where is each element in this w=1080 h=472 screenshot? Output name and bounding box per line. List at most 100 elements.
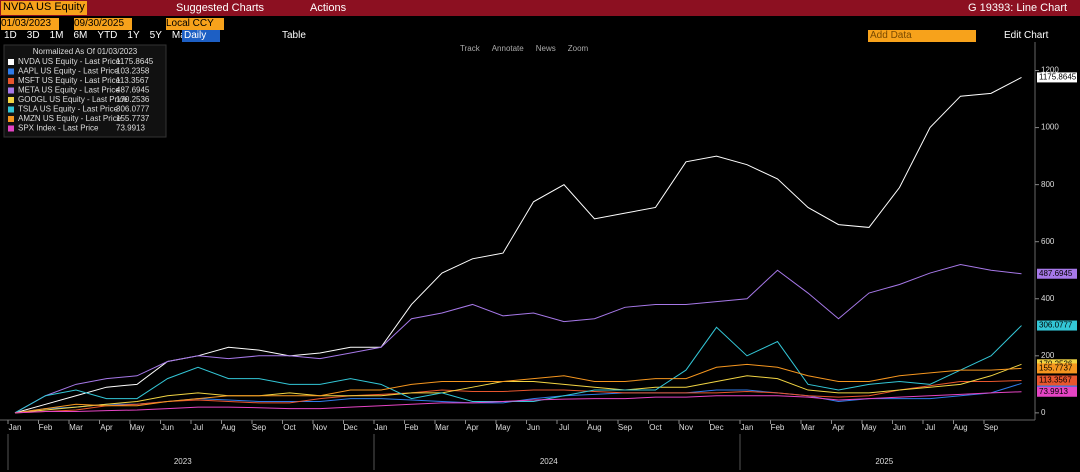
- value-flag-label: 487.6945: [1039, 269, 1073, 278]
- legend-title: Normalized As Of 01/03/2023: [33, 47, 138, 56]
- start-date[interactable]: 01/03/2023: [1, 18, 59, 30]
- x-tick-label: Feb: [771, 423, 785, 432]
- range-button[interactable]: 5Y: [149, 30, 162, 41]
- x-tick-label: May: [495, 423, 510, 432]
- x-tick-label: Jul: [193, 423, 203, 432]
- actions[interactable]: Actions: [310, 2, 347, 14]
- legend-box: [3, 44, 167, 138]
- legend-value: 306.0777: [116, 105, 150, 114]
- series-line: [14, 325, 1022, 414]
- legend-name: NVDA US Equity - Last Price: [18, 57, 121, 66]
- chart-tool[interactable]: Zoom: [567, 44, 589, 53]
- legend-name: TSLA US Equity - Last Price: [18, 105, 119, 114]
- chart-tool[interactable]: News: [535, 44, 556, 53]
- range-button[interactable]: 1D: [4, 30, 17, 41]
- x-tick-label: Aug: [953, 423, 967, 432]
- x-tick-label: Sep: [984, 423, 999, 432]
- legend-swatch: [8, 125, 14, 132]
- x-tick-label: Jan: [375, 423, 388, 432]
- y-tick-label: 0: [1041, 408, 1046, 417]
- table-button[interactable]: Table: [282, 30, 306, 41]
- x-tick-label: Oct: [649, 423, 662, 432]
- value-flag: [1037, 386, 1077, 397]
- value-flag-label: 306.0777: [1039, 321, 1073, 330]
- currency[interactable]: Local CCY: [166, 18, 224, 30]
- chart-tool[interactable]: Track: [460, 44, 480, 53]
- x-tick-label: Apr: [100, 423, 113, 432]
- x-tick-label: Apr: [466, 423, 479, 432]
- suggested-charts[interactable]: Suggested Charts: [176, 2, 265, 14]
- value-flag: [1037, 320, 1077, 331]
- legend-value: 170.2536: [116, 95, 150, 104]
- y-tick-label: 800: [1041, 180, 1055, 189]
- range-button[interactable]: YTD: [97, 30, 118, 41]
- value-flag-label: 155.7737: [1039, 364, 1073, 373]
- range-button[interactable]: 1M: [49, 30, 64, 41]
- legend-name: AMZN US Equity - Last Price: [18, 114, 122, 123]
- y-tick-label: 400: [1041, 294, 1055, 303]
- x-tick-label: Jan: [9, 423, 22, 432]
- legend-name: MSFT US Equity - Last Price: [18, 76, 121, 85]
- ticker-input[interactable]: NVDA US Equity: [1, 1, 87, 15]
- legend-value: 155.7737: [116, 114, 150, 123]
- value-flag: [1037, 268, 1077, 279]
- range-button[interactable]: 3D: [26, 30, 40, 41]
- legend-value: 103.2358: [116, 67, 150, 76]
- legend-name: SPX Index - Last Price: [18, 124, 99, 133]
- x-tick-label: Aug: [221, 423, 235, 432]
- year-label: 2025: [875, 457, 893, 466]
- y-tick-label: 1000: [1041, 123, 1059, 132]
- end-date[interactable]: 09/30/2025: [74, 18, 132, 30]
- x-tick-label: Jun: [527, 423, 540, 432]
- x-tick-label: Nov: [313, 423, 327, 432]
- y-tick-label: 200: [1041, 351, 1055, 360]
- add-data[interactable]: Add Data: [868, 30, 976, 42]
- legend-swatch: [8, 59, 14, 65]
- x-tick-label: Jul: [559, 423, 569, 432]
- value-flag: [1037, 363, 1077, 374]
- x-tick-label: Feb: [405, 423, 419, 432]
- x-tick-label: Mar: [69, 423, 83, 432]
- range-button[interactable]: 1Y: [127, 30, 140, 41]
- y-tick-label: 1200: [1041, 66, 1059, 75]
- value-flag: [1037, 375, 1077, 386]
- legend-swatch: [8, 106, 14, 113]
- x-tick-label: Sep: [618, 423, 633, 432]
- legend-value: 487.6945: [116, 86, 150, 95]
- legend-name: GOOGL US Equity - Last Price: [18, 95, 128, 104]
- legend-value: 113.3567: [116, 76, 149, 85]
- year-label: 2024: [540, 457, 558, 466]
- legend-value: 1175.8645: [116, 57, 154, 66]
- legend-swatch: [8, 116, 14, 122]
- x-tick-label: Sep: [252, 423, 267, 432]
- legend-value: 73.9913: [116, 124, 145, 133]
- edit-chart[interactable]: Edit Chart: [1004, 30, 1049, 41]
- legend-swatch: [8, 97, 14, 103]
- x-tick-label: Nov: [679, 423, 693, 432]
- function-title: G 19393: Line Chart: [968, 2, 1068, 14]
- range-buttons: 1D 3D 1M 6M YTD 1Y 5Y Max: [4, 30, 201, 42]
- series-line: [14, 391, 1022, 414]
- series-line: [14, 264, 1022, 414]
- series-line: [14, 380, 1022, 414]
- value-flag-label: 113.3567: [1039, 376, 1072, 385]
- top-bar: [0, 0, 1080, 16]
- range-button[interactable]: Max: [172, 30, 191, 41]
- x-tick-label: Dec: [709, 423, 723, 432]
- value-flag: [1037, 72, 1077, 83]
- series-line: [14, 363, 1022, 414]
- chart-tool[interactable]: Annotate: [491, 44, 524, 53]
- x-tick-label: Jun: [161, 423, 174, 432]
- range-button[interactable]: 6M: [73, 30, 88, 41]
- frequency[interactable]: Daily: [182, 30, 220, 42]
- x-tick-label: Apr: [832, 423, 845, 432]
- x-tick-label: Dec: [343, 423, 357, 432]
- x-tick-label: Jul: [925, 423, 935, 432]
- x-tick-label: Aug: [587, 423, 601, 432]
- chart-tools: Track Annotate News Zoom: [460, 43, 600, 55]
- year-label: 2023: [174, 457, 192, 466]
- x-tick-label: Feb: [39, 423, 53, 432]
- x-tick-label: Mar: [435, 423, 449, 432]
- x-tick-label: May: [129, 423, 144, 432]
- legend-swatch: [8, 78, 14, 84]
